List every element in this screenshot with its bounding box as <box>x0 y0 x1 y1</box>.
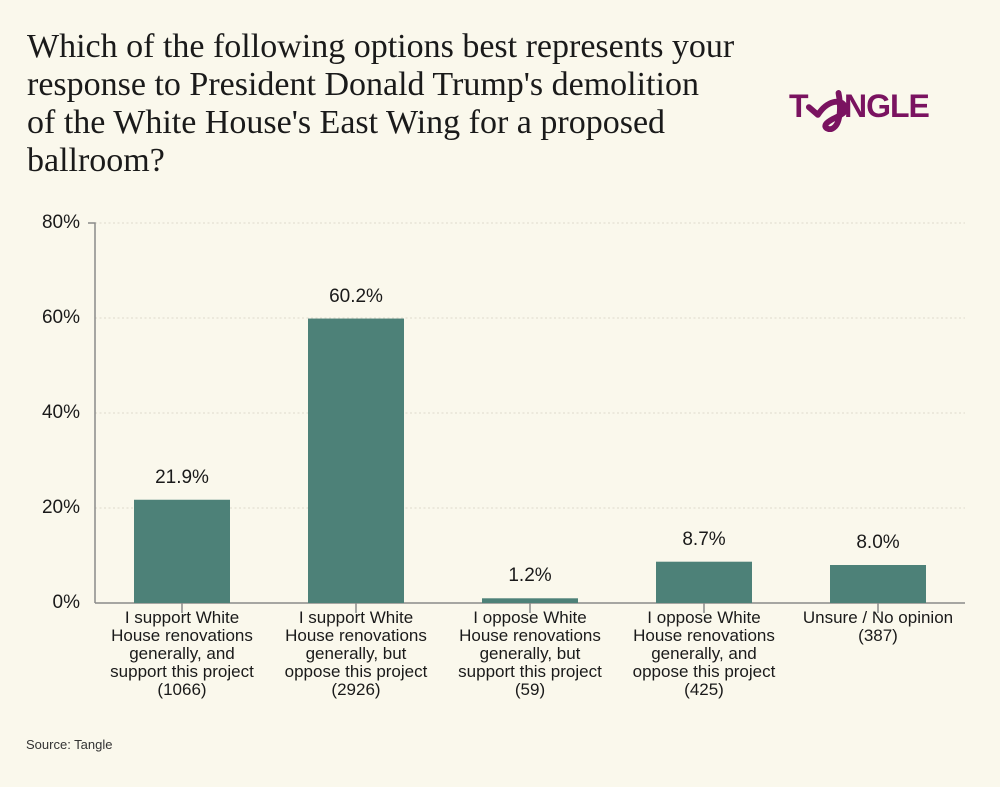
svg-text:(425): (425) <box>684 680 724 699</box>
svg-text:generally, but: generally, but <box>306 644 407 663</box>
svg-text:House renovations: House renovations <box>285 626 427 645</box>
svg-text:House renovations: House renovations <box>459 626 601 645</box>
svg-text:House renovations: House renovations <box>633 626 775 645</box>
svg-text:21.9%: 21.9% <box>155 467 209 488</box>
svg-text:oppose this project: oppose this project <box>633 662 776 681</box>
svg-text:(2926): (2926) <box>331 680 380 699</box>
svg-text:40%: 40% <box>42 402 80 423</box>
svg-text:(59): (59) <box>515 680 545 699</box>
svg-text:I oppose White: I oppose White <box>473 608 586 627</box>
svg-text:support this project: support this project <box>110 662 254 681</box>
svg-text:8.7%: 8.7% <box>682 529 725 550</box>
svg-text:generally, and: generally, and <box>129 644 235 663</box>
svg-text:80%: 80% <box>42 212 80 233</box>
svg-text:60.2%: 60.2% <box>329 286 383 307</box>
svg-text:I oppose White: I oppose White <box>647 608 760 627</box>
svg-text:I support White: I support White <box>299 608 413 627</box>
svg-text:Unsure / No opinion: Unsure / No opinion <box>803 608 953 627</box>
svg-text:(1066): (1066) <box>157 680 206 699</box>
svg-text:(387): (387) <box>858 626 898 645</box>
svg-text:1.2%: 1.2% <box>508 565 551 586</box>
svg-text:generally, but: generally, but <box>480 644 581 663</box>
svg-text:8.0%: 8.0% <box>856 532 899 553</box>
svg-text:60%: 60% <box>42 307 80 328</box>
svg-text:support this project: support this project <box>458 662 602 681</box>
svg-text:20%: 20% <box>42 497 80 518</box>
svg-text:generally, and: generally, and <box>651 644 757 663</box>
svg-text:House renovations: House renovations <box>111 626 253 645</box>
svg-text:oppose this project: oppose this project <box>285 662 428 681</box>
svg-text:0%: 0% <box>53 592 81 613</box>
svg-text:I support White: I support White <box>125 608 239 627</box>
